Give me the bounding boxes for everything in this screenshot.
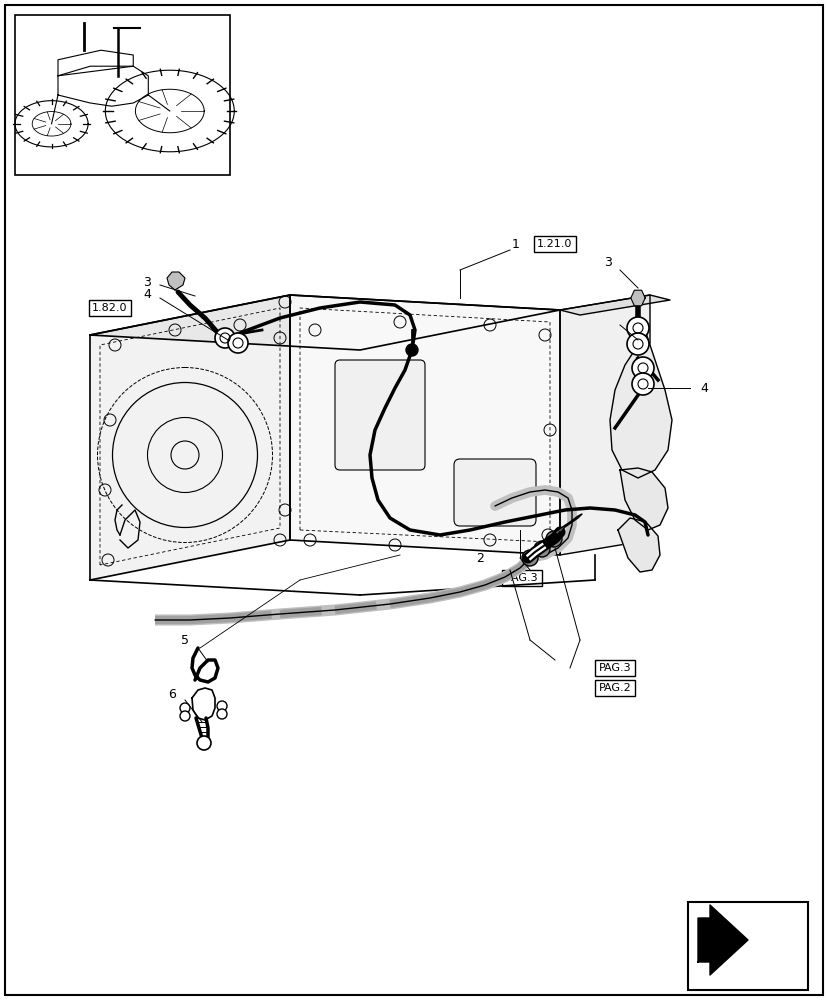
Circle shape [626, 333, 648, 355]
Text: 1.21.0: 1.21.0 [537, 239, 572, 249]
Polygon shape [90, 295, 289, 580]
Circle shape [521, 550, 538, 566]
Circle shape [215, 328, 235, 348]
Text: PAG.3: PAG.3 [598, 663, 630, 673]
Text: 5: 5 [181, 634, 189, 647]
Text: 6: 6 [168, 688, 175, 700]
Polygon shape [559, 295, 649, 555]
Polygon shape [617, 518, 659, 572]
Circle shape [631, 373, 653, 395]
Text: 1.82.0: 1.82.0 [92, 303, 127, 313]
Circle shape [217, 701, 227, 711]
Circle shape [533, 541, 549, 557]
Bar [15, 15, 230, 175]
Circle shape [631, 357, 653, 379]
FancyBboxPatch shape [453, 459, 535, 526]
Polygon shape [559, 295, 669, 315]
Circle shape [179, 703, 189, 713]
Polygon shape [619, 468, 667, 530]
Text: 4: 4 [604, 312, 611, 324]
Text: 3: 3 [604, 255, 611, 268]
Polygon shape [192, 688, 215, 720]
Polygon shape [289, 295, 559, 555]
Polygon shape [554, 514, 581, 536]
FancyBboxPatch shape [335, 360, 424, 470]
Text: 4: 4 [699, 381, 707, 394]
Bar [687, 902, 807, 990]
Circle shape [626, 317, 648, 339]
Circle shape [545, 531, 562, 547]
Circle shape [227, 333, 248, 353]
Circle shape [179, 711, 189, 721]
Text: PAG.3: PAG.3 [505, 573, 538, 583]
Text: 2: 2 [476, 552, 483, 564]
Polygon shape [90, 295, 559, 350]
Polygon shape [697, 905, 747, 975]
Polygon shape [609, 330, 672, 478]
Polygon shape [58, 50, 133, 76]
Text: 4: 4 [143, 288, 151, 302]
Polygon shape [167, 272, 184, 290]
Text: 3: 3 [143, 275, 151, 288]
Text: PAG.2: PAG.2 [598, 683, 631, 693]
Text: 1: 1 [511, 237, 519, 250]
Circle shape [197, 736, 211, 750]
Polygon shape [58, 66, 148, 106]
Circle shape [405, 344, 418, 356]
Circle shape [217, 709, 227, 719]
Polygon shape [630, 290, 644, 306]
